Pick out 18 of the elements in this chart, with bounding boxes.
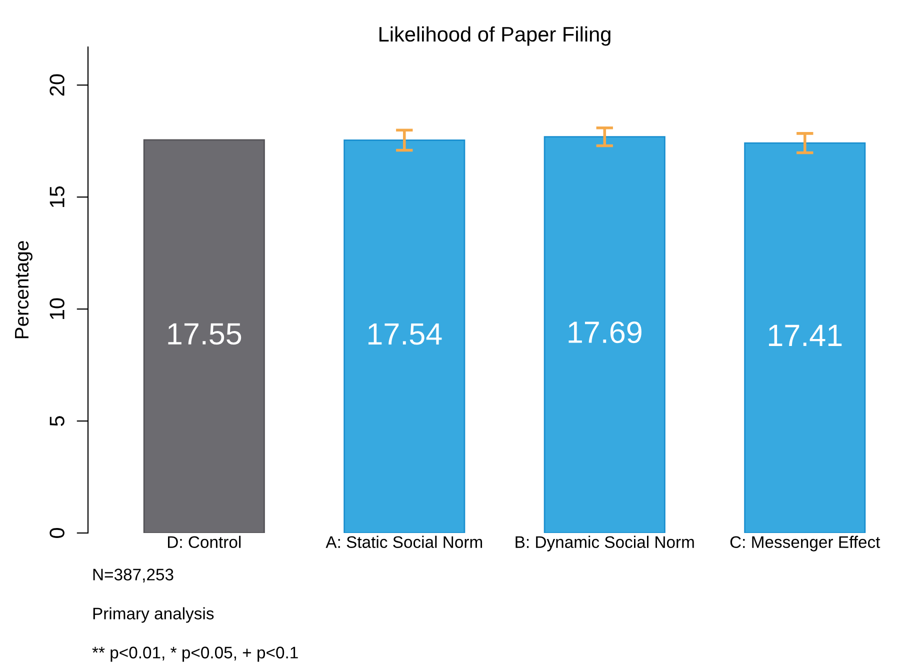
y-tick-label: 10	[50, 298, 64, 320]
data-label: 17.41	[768, 324, 842, 346]
x-tick-label: C: Messenger Effect	[730, 536, 880, 552]
chart-title: Likelihood of Paper Filing	[379, 26, 610, 46]
text: ** p<0.01, * p<0.05, + p<0.1	[92, 646, 298, 662]
y-axis-title: Percentage	[15, 241, 32, 338]
data-label: 17.69	[568, 321, 642, 344]
x-tick-label: A: Static Social Norm	[326, 536, 482, 548]
y-tick-label: 5	[50, 416, 64, 426]
data-label: 17.54	[368, 323, 442, 345]
data-label: 17.55	[168, 323, 242, 345]
x-tick-label: D: Control	[168, 536, 241, 548]
y-tick-label: 15	[50, 186, 64, 208]
text: N=387,253	[93, 568, 174, 582]
text: Primary analysis	[93, 607, 214, 623]
y-tick-label: 0	[50, 528, 64, 538]
x-tick-label: B: Dynamic Social Norm	[516, 536, 694, 552]
y-tick-label: 20	[50, 74, 64, 96]
